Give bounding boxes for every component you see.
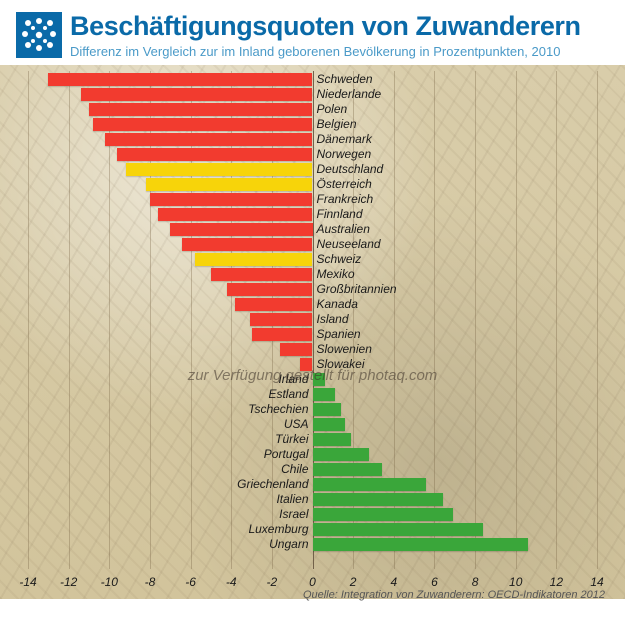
bar-label: Österreich	[317, 177, 372, 191]
bar	[313, 508, 453, 521]
x-tick-label: 2	[350, 575, 357, 589]
x-tick-label: -8	[145, 575, 156, 589]
bar-label: Spanien	[317, 327, 361, 341]
bar-label: Neuseeland	[317, 237, 381, 251]
chart-subtitle: Differenz im Vergleich zur im Inland geb…	[70, 44, 609, 59]
bar-label: Deutschland	[317, 162, 384, 176]
bar	[300, 358, 312, 371]
bar	[313, 538, 528, 551]
bar	[250, 313, 313, 326]
grid-line	[556, 71, 557, 569]
bar	[146, 178, 313, 191]
chart-area: -14 -12 -10 -8 -6 -4 -2 0 2 4 6 8 10 12 14 SchwedenNied…	[0, 65, 625, 599]
bar	[313, 493, 443, 506]
bar-label: Türkei	[275, 432, 308, 446]
bar-label: Polen	[317, 102, 348, 116]
x-tick-label: -4	[226, 575, 237, 589]
bar	[195, 253, 313, 266]
bar	[280, 343, 313, 356]
bar-label: Ungarn	[269, 537, 308, 551]
x-tick-label: 6	[431, 575, 438, 589]
bar	[313, 418, 346, 431]
grid-line	[28, 71, 29, 569]
chart-title: Beschäftigungsquoten von Zuwanderern	[70, 12, 609, 40]
bar	[313, 448, 370, 461]
grid-line	[597, 71, 598, 569]
bar	[227, 283, 312, 296]
bar-label: Luxemburg	[248, 522, 308, 536]
bar	[313, 478, 427, 491]
grid-line	[516, 71, 517, 569]
x-tick-label: -10	[101, 575, 118, 589]
bar	[235, 298, 312, 311]
bar	[117, 148, 312, 161]
bar	[105, 133, 312, 146]
bar	[313, 463, 382, 476]
bar-label: Schweiz	[317, 252, 362, 266]
bar-label: Finnland	[317, 207, 363, 221]
bar-label: Schweden	[317, 72, 373, 86]
bar	[252, 328, 313, 341]
bar	[313, 523, 484, 536]
bar	[313, 388, 335, 401]
oecd-logo-icon	[16, 12, 62, 58]
x-tick-label: -2	[267, 575, 278, 589]
bar-label: Irland	[278, 372, 308, 386]
x-tick-label: 10	[509, 575, 522, 589]
chart-plot: -14 -12 -10 -8 -6 -4 -2 0 2 4 6 8 10 12 14 SchwedenNied…	[0, 65, 625, 599]
bar-label: Italien	[276, 492, 308, 506]
bar-label: Estland	[268, 387, 308, 401]
x-tick-label: 12	[550, 575, 563, 589]
x-tick-label: -6	[185, 575, 196, 589]
grid-line	[69, 71, 70, 569]
x-tick-label: 4	[390, 575, 397, 589]
bar-label: Tschechien	[248, 402, 308, 416]
bar-label: Griechenland	[237, 477, 308, 491]
bar	[48, 73, 312, 86]
chart-source: Quelle: Integration von Zuwanderern: OEC…	[303, 589, 605, 601]
bar-label: Frankreich	[317, 192, 374, 206]
bar-label: Portugal	[264, 447, 309, 461]
title-block: Beschäftigungsquoten von Zuwanderern Dif…	[70, 12, 609, 59]
bar-label: Chile	[281, 462, 308, 476]
bar	[81, 88, 313, 101]
bar-label: Australien	[317, 222, 370, 236]
bar-label: Belgien	[317, 117, 357, 131]
page-root: Beschäftigungsquoten von Zuwanderern Dif…	[0, 0, 625, 625]
bar-label: Dänemark	[317, 132, 372, 146]
bar	[182, 238, 312, 251]
bar-label: Mexiko	[317, 267, 355, 281]
bar-label: Israel	[279, 507, 308, 521]
x-tick-label: -14	[19, 575, 36, 589]
bar-label: Kanada	[317, 297, 358, 311]
bar	[93, 118, 312, 131]
grid-line	[475, 71, 476, 569]
bar	[158, 208, 312, 221]
bar-label: Slowenien	[317, 342, 372, 356]
bar-label: Norwegen	[317, 147, 372, 161]
bar	[150, 193, 313, 206]
oecd-logo	[16, 12, 62, 58]
bar	[170, 223, 312, 236]
bar	[313, 373, 325, 386]
x-tick-label: 14	[590, 575, 603, 589]
bar-label: Niederlande	[317, 87, 382, 101]
bar-label: Island	[317, 312, 349, 326]
bar	[89, 103, 313, 116]
chart-header: Beschäftigungsquoten von Zuwanderern Dif…	[0, 0, 625, 65]
bar-label: Slowakei	[317, 357, 365, 371]
bar	[313, 403, 341, 416]
bar	[313, 433, 352, 446]
x-tick-label: 0	[309, 575, 316, 589]
bar-label: Großbritannien	[317, 282, 397, 296]
bar	[126, 163, 313, 176]
x-tick-label: 8	[472, 575, 479, 589]
bar-label: USA	[284, 417, 309, 431]
x-tick-label: -12	[60, 575, 77, 589]
bar	[211, 268, 313, 281]
